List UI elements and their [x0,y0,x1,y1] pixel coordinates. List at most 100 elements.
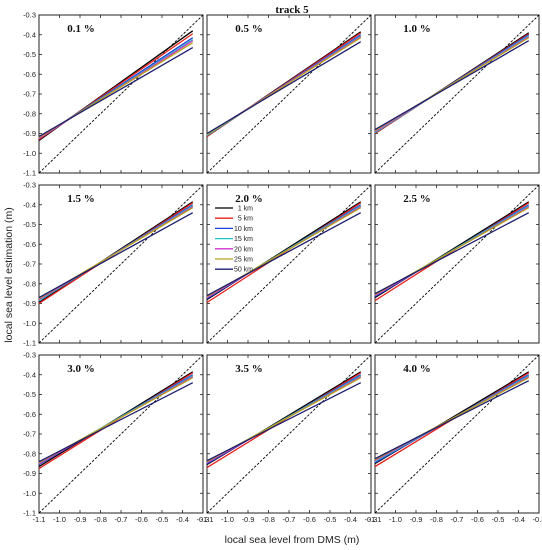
x-tick-label: -0.5 [324,515,337,524]
legend-label: 20 km [234,246,253,253]
x-tick-label: -0.5 [492,515,505,524]
series-line-50km [206,212,362,297]
x-tick-label: -1.1 [201,515,214,524]
series-line-50km [38,212,194,299]
panel-title: 4.0 % [403,363,431,375]
legend-label: 10 km [234,226,253,233]
reference-line-1to1 [38,14,204,174]
x-tick-label: -0.4 [344,515,357,524]
x-axis-label: local sea level from DMS (m) [225,534,360,546]
x-tick-label: -0.8 [262,515,275,524]
series-line-50km [374,380,530,460]
panel-3: 1.0 % [374,14,540,174]
x-tick-label: -0.8 [430,515,443,524]
x-tick-label: -0.7 [451,515,464,524]
panel-title: 0.5 % [235,23,263,35]
y-tick-label: -0.6 [23,240,36,249]
y-tick-label: -0.6 [23,410,36,419]
x-tick-label: -0.3 [197,515,210,524]
reference-line-1to1 [206,14,372,174]
reference-line-1to1 [374,14,540,174]
panel-title: 1.5 % [67,193,95,205]
legend-label: 25 km [234,257,253,264]
y-tick-label: -0.7 [23,90,36,99]
panel-8: -1.1 -1.0 -0.9 -0.8 -0.7 -0.6 -0.5 -0.4 -0.3 3.5 … [201,354,378,524]
legend: 1 km 5 km 10 km 15 km 20 km 25 km 50 km [215,206,253,274]
panel-title: 2.5 % [403,193,431,205]
reference-line-1to1 [206,354,372,514]
panel-9: -1.1 -1.0 -0.9 -0.8 -0.7 -0.6 -0.5 -0.4 -0.3 4.0 … [369,354,542,524]
y-tick-label: -0.4 [23,200,36,209]
reference-line-1to1 [38,354,204,514]
x-tick-label: -1.0 [221,515,234,524]
x-tick-label: -1.1 [369,515,382,524]
y-tick-label: -1.1 [23,339,36,348]
panel-grid: -0.3 -0.4 -0.5 -0.6 -0.7 -0.8 -0.9 -1.0 -1.1 0.1 … [23,11,542,525]
y-tick-label: -0.6 [23,70,36,79]
series-line-50km [374,40,530,131]
x-tick-label: -1.1 [33,515,46,524]
y-tick-label: -0.7 [23,260,36,269]
y-tick-label: -0.9 [23,299,36,308]
x-tick-label: -0.5 [156,515,169,524]
x-tick-label: -0.6 [471,515,484,524]
x-tick-label: -0.4 [176,515,189,524]
figure-title: track 5 [275,4,309,16]
y-tick-label: -0.9 [23,469,36,478]
y-tick-label: -0.8 [23,449,36,458]
x-tick-label: -0.9 [74,515,87,524]
panel-title: 1.0 % [403,23,431,35]
y-tick-label: -0.4 [23,370,36,379]
panel-title: 3.0 % [67,363,95,375]
panel-2: 0.5 % [206,14,372,174]
x-tick-label: -0.9 [242,515,255,524]
legend-label: 5 km [238,216,253,223]
y-tick-label: -0.8 [23,109,36,118]
y-tick-label: -1.0 [23,149,36,158]
panel-title: 0.1 % [67,23,95,35]
reference-line-1to1 [38,184,204,344]
y-tick-label: -0.5 [23,50,36,59]
y-tick-label: -0.3 [23,181,36,190]
y-tick-label: -0.5 [23,220,36,229]
panel-title: 2.0 % [235,193,263,205]
y-tick-label: -1.1 [23,169,36,178]
panel-6: 2.5 % [374,184,540,344]
x-tick-label: -1.0 [389,515,402,524]
y-tick-label: -0.3 [23,11,36,20]
x-tick-label: -0.9 [410,515,423,524]
y-tick-label: -0.4 [23,30,36,39]
y-tick-label: -0.9 [23,129,36,138]
series-line-50km [374,212,530,295]
series-line-50km [206,382,362,462]
x-tick-label: -0.3 [533,515,542,524]
y-tick-label: -0.7 [23,430,36,439]
y-tick-label: -1.0 [23,489,36,498]
x-tick-label: -0.7 [115,515,128,524]
panel-4: -0.3 -0.4 -0.5 -0.6 -0.7 -0.8 -0.9 -1.0 -1.1 1.5 … [23,181,204,348]
legend-label: 50 km [234,267,253,274]
y-tick-label: -0.3 [23,351,36,360]
panel-title: 3.5 % [235,363,263,375]
x-tick-label: -1.0 [53,515,66,524]
series-line-50km [38,47,194,138]
x-tick-label: -0.6 [303,515,316,524]
x-tick-label: -0.8 [94,515,107,524]
panel-1: -0.3 -0.4 -0.5 -0.6 -0.7 -0.8 -0.9 -1.0 -1.1 0.1 … [23,11,204,178]
reference-line-1to1 [374,184,540,344]
y-tick-label: -1.1 [23,509,36,518]
x-tick-label: -0.6 [135,515,148,524]
x-tick-label: -0.7 [283,515,296,524]
series-line-50km [38,382,194,463]
y-axis-label: local sea level estimation (m) [3,207,15,342]
y-tick-label: -1.0 [23,319,36,328]
x-tick-label: -0.4 [512,515,525,524]
legend-label: 15 km [234,236,253,243]
legend-label: 1 km [238,206,253,213]
panel-7: -1.1 -1.0 -0.9 -0.8 -0.7 -0.6 -0.5 -0.4 -0.3 -0.3… [23,351,209,525]
reference-line-1to1 [206,184,372,344]
panel-5: 2.0 %1 km 5 km 10 km 15 km 20 km 25 km 50 km [206,184,372,344]
y-tick-label: -0.8 [23,279,36,288]
x-tick-label: -0.3 [365,515,378,524]
